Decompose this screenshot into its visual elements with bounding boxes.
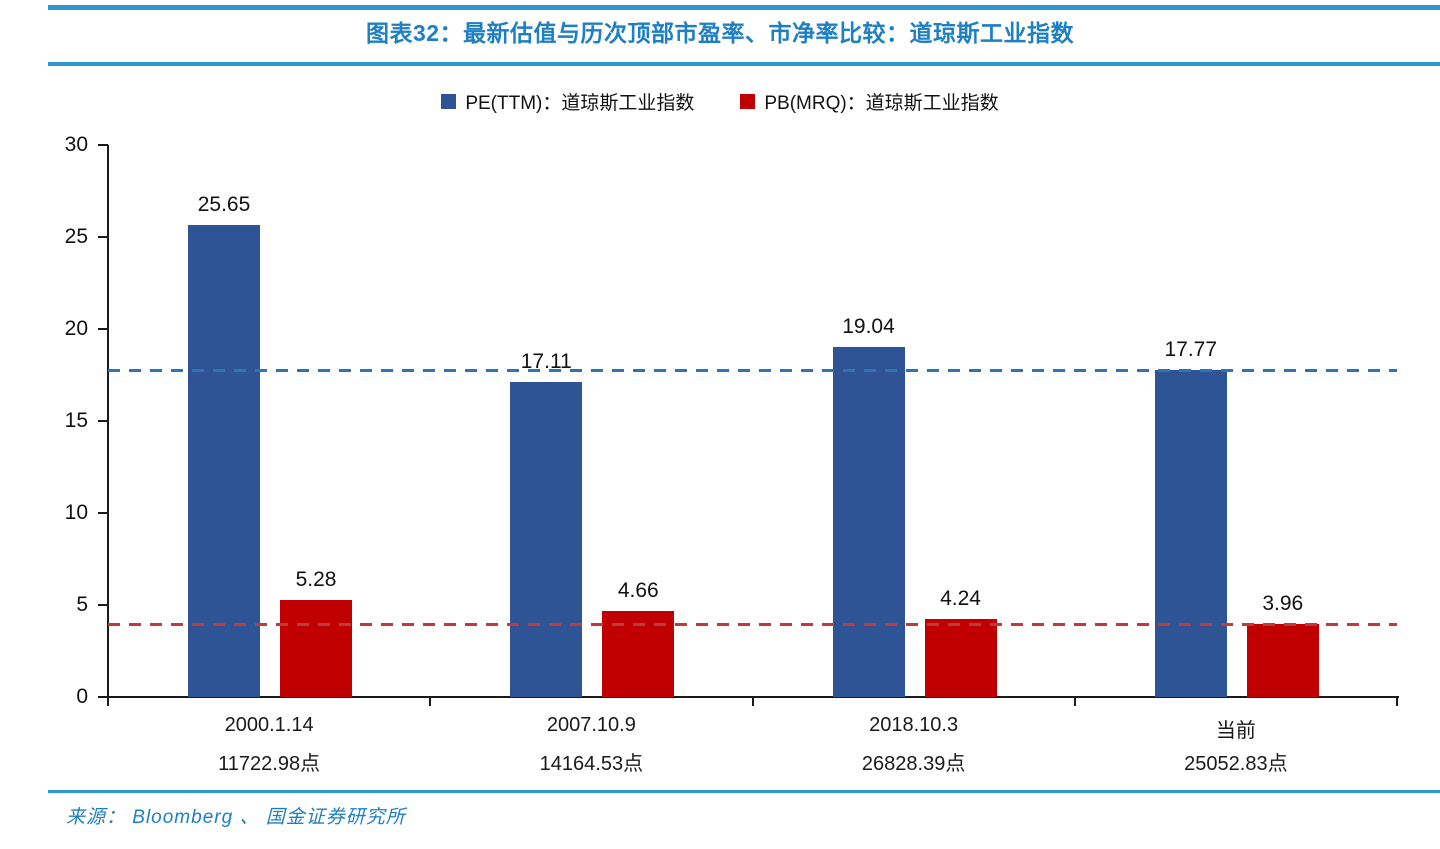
pe-series-swatch-icon	[441, 94, 457, 109]
x-axis-tick-mark	[107, 696, 109, 706]
bar-value-label: 4.66	[617, 579, 659, 603]
x-category-sublabel: 26828.39点	[861, 753, 966, 775]
pb-series-swatch-icon	[740, 94, 756, 109]
pe-bar	[510, 382, 583, 697]
bar-value-label: 17.77	[1164, 338, 1218, 362]
y-axis-tick-label: 0	[76, 685, 88, 708]
x-axis-tick-mark	[429, 696, 432, 706]
x-category-label: 当前	[1215, 720, 1256, 742]
legend-label-pb: PB(MRQ)：道琼斯工业指数	[764, 93, 999, 114]
pe-current-reference-line	[108, 368, 1397, 372]
x-category-sublabel: 11722.98点	[218, 753, 321, 775]
header-top-divider	[48, 5, 1440, 10]
y-axis-tick-mark	[98, 420, 108, 422]
chart-legend: PE(TTM)：道琼斯工业指数 PB(MRQ)：道琼斯工业指数	[0, 88, 1440, 115]
bar-value-label: 17.11	[520, 350, 572, 374]
bar-value-label: 3.96	[1262, 592, 1304, 616]
y-axis-tick-label: 5	[76, 593, 88, 616]
y-axis-tick-mark	[98, 328, 108, 330]
y-axis-tick-label: 10	[64, 501, 88, 524]
source-note: 来源： Bloomberg 、 国金证券研究所	[66, 807, 406, 828]
pe-bar	[188, 225, 260, 697]
legend-item-pb: PB(MRQ)：道琼斯工业指数	[740, 88, 999, 115]
bar-value-label: 5.28	[295, 567, 337, 591]
pe-bar	[832, 346, 905, 697]
legend-item-pe: PE(TTM)：道琼斯工业指数	[441, 88, 694, 115]
x-category-sublabel: 14164.53点	[539, 753, 644, 775]
y-axis-tick-label: 15	[64, 409, 88, 432]
x-category-label: 2007.10.9	[546, 714, 636, 736]
pb-bar	[1246, 624, 1319, 697]
bar-value-label: 19.04	[842, 314, 895, 338]
pb-bar	[280, 599, 352, 697]
y-axis-tick-mark	[98, 604, 108, 606]
legend-label-pe: PE(TTM)：道琼斯工业指数	[465, 93, 695, 114]
x-category-label: 2000.1.14	[224, 714, 314, 736]
pb-current-reference-line	[108, 622, 1397, 626]
y-axis-tick-label: 20	[64, 317, 88, 340]
y-axis-tick-mark	[98, 696, 108, 698]
x-axis-tick-mark	[751, 696, 754, 706]
figure-title: 图表32：最新估值与历次顶部市盈率、市净率比较：道琼斯工业指数	[365, 20, 1075, 46]
x-category-label: 2018.10.3	[869, 714, 959, 736]
x-category-sublabel: 25052.83点	[1184, 753, 1288, 775]
x-axis-tick-mark	[1396, 696, 1398, 706]
pe-bar	[1154, 370, 1227, 697]
y-axis-tick-label: 25	[64, 225, 88, 248]
y-axis-tick-label: 30	[64, 133, 88, 156]
y-axis-line	[107, 145, 109, 699]
x-axis-tick-mark	[1073, 696, 1076, 706]
y-axis-tick-mark	[98, 512, 108, 514]
bar-value-label: 4.24	[940, 586, 981, 610]
y-axis-tick-mark	[98, 236, 108, 238]
footer-divider	[48, 790, 1440, 793]
pb-bar	[924, 618, 997, 697]
header-bottom-divider	[48, 62, 1440, 66]
bar-value-label: 25.65	[197, 193, 251, 217]
y-axis-tick-mark	[98, 144, 108, 146]
